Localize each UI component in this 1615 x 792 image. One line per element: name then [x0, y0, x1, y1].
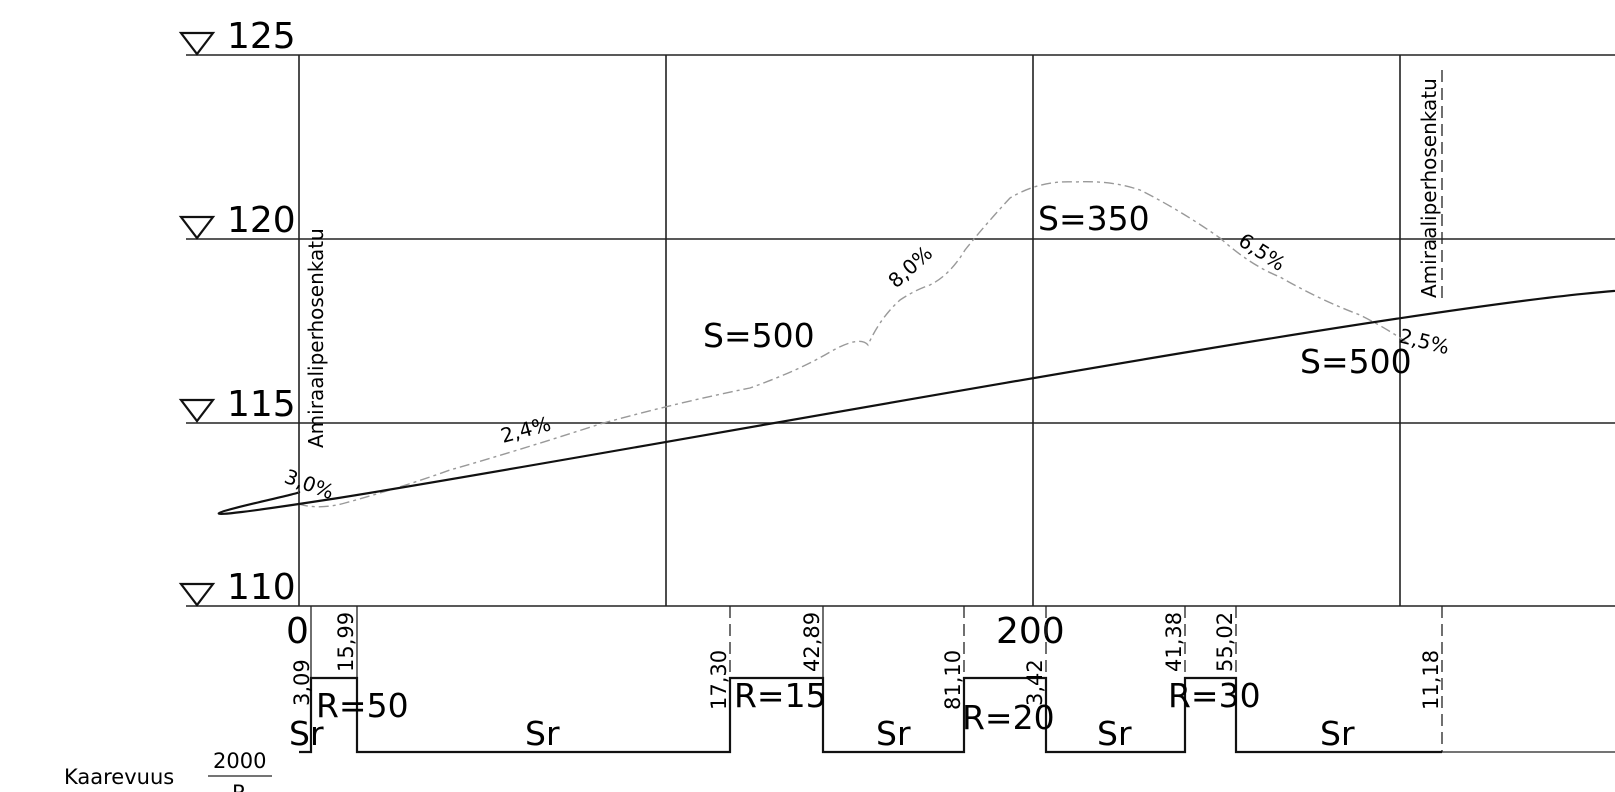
- curvature-title: Kaarevuus: [64, 765, 174, 789]
- segment-length-label: 55,02: [1213, 612, 1237, 672]
- level-triangle-icon: [178, 31, 216, 56]
- street-name-label-start: Amiraaliperhosenkatu: [304, 228, 328, 448]
- level-triangle-icon: [178, 582, 216, 607]
- elevation-axis: 125 120 115 110: [178, 16, 296, 608]
- elevation-label-125: 125: [227, 16, 296, 57]
- straight-label: Sr: [1320, 714, 1355, 753]
- straight-label: Sr: [1097, 714, 1132, 753]
- segment-length-label: 15,99: [334, 612, 358, 672]
- level-triangle-icon: [178, 398, 216, 423]
- level-triangle-icon: [178, 215, 216, 240]
- straight-label: Sr: [289, 714, 324, 753]
- radius-label: R=30: [1168, 676, 1261, 715]
- curvature-fraction-denominator: R: [232, 781, 247, 792]
- existing-ground-line: [297, 181, 1411, 508]
- straight-label: Sr: [876, 714, 911, 753]
- elevation-grid-lines: [186, 54, 1615, 607]
- vertical-curve-label: S=500: [1300, 342, 1412, 381]
- elevation-label-110: 110: [227, 567, 296, 608]
- segment-length-label: 81,10: [941, 650, 965, 710]
- curvature-diagram: [299, 676, 1442, 754]
- station-label-0: 0: [286, 611, 309, 652]
- grade-label: 3,0%: [281, 464, 337, 504]
- segment-length-label: 17,30: [707, 650, 731, 710]
- segment-length-label: 3,09: [290, 659, 314, 706]
- straight-label: Sr: [525, 714, 560, 753]
- curvature-fraction-numerator: 2000: [213, 749, 266, 773]
- elevation-label-120: 120: [227, 200, 296, 241]
- curvature-lengths: 3,09 15,99 17,30 42,89 81,10 3,42 41,38 …: [290, 612, 1443, 710]
- street-name-label-end: Amiraaliperhosenkatu: [1417, 78, 1441, 298]
- vertical-curve-label: S=350: [1038, 199, 1150, 238]
- radius-label: R=15: [734, 676, 827, 715]
- segment-length-label: 3,42: [1023, 659, 1047, 706]
- grade-label: 2,4%: [498, 411, 553, 447]
- segment-length-label: 42,89: [800, 612, 824, 672]
- radius-label: R=20: [962, 698, 1055, 737]
- station-grid-lines: [298, 55, 1401, 606]
- design-profile-line: [217, 289, 1615, 515]
- station-label-200: 200: [996, 611, 1065, 652]
- elevation-label-115: 115: [227, 384, 296, 425]
- segment-length-label: 11,18: [1419, 650, 1443, 710]
- segment-length-label: 41,38: [1162, 612, 1186, 672]
- radius-label: R=50: [316, 686, 409, 725]
- vertical-curve-label: S=500: [703, 316, 815, 355]
